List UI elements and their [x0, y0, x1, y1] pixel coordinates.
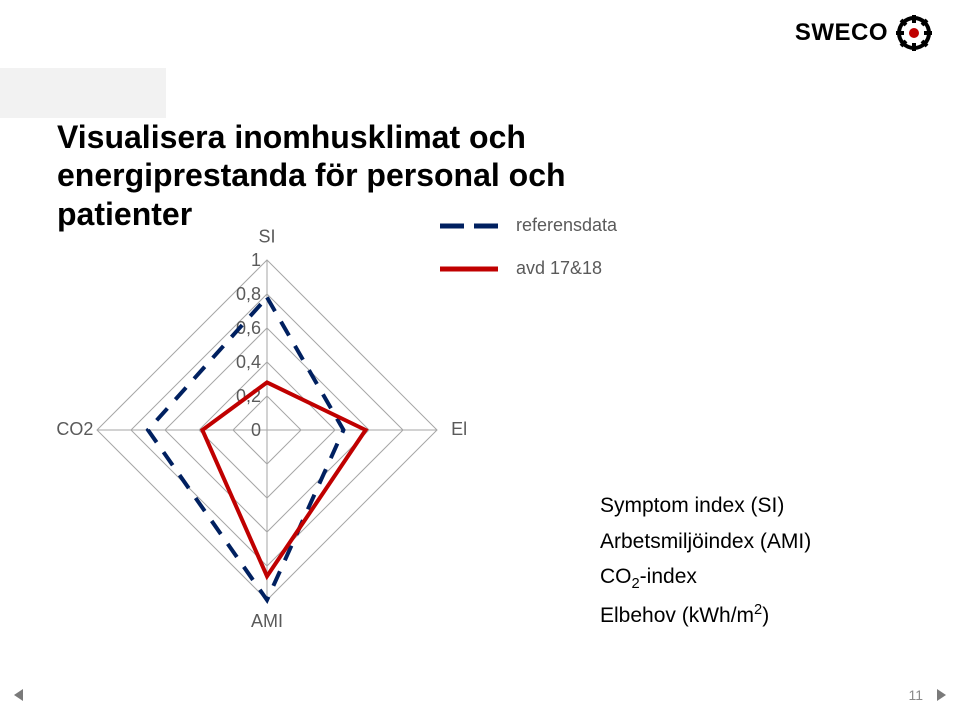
brand-name: SWECO: [795, 19, 888, 47]
legend-label: avd 17&18: [516, 258, 602, 279]
decorative-gray-box: [0, 68, 166, 118]
svg-text:1: 1: [251, 250, 261, 270]
description-item: Elbehov (kWh/m2): [600, 598, 900, 634]
svg-text:0: 0: [251, 420, 261, 440]
brand-logo: SWECO: [795, 12, 934, 54]
description-item: CO2-index: [600, 559, 900, 597]
legend-swatch-solid: [440, 259, 498, 279]
svg-text:0,4: 0,4: [236, 352, 261, 372]
next-slide-icon[interactable]: [937, 689, 946, 701]
legend-swatch-dashed: [440, 216, 498, 236]
legend-item: avd 17&18: [440, 258, 660, 279]
chart-legend: referensdata avd 17&18: [440, 215, 660, 301]
brand-mark-icon: [894, 13, 934, 53]
prev-slide-icon[interactable]: [14, 689, 23, 701]
slide: SWECO Visualisera inomhusklimat och ener…: [0, 0, 960, 715]
metric-descriptions: Symptom index (SI) Arbetsmiljöindex (AMI…: [600, 488, 900, 633]
svg-text:CO2: CO2: [57, 419, 93, 439]
svg-text:SI: SI: [258, 227, 275, 247]
title-line-1: Visualisera inomhusklimat och: [57, 119, 526, 155]
page-number: 11: [903, 687, 923, 703]
svg-text:0,8: 0,8: [236, 284, 261, 304]
svg-text:El: El: [451, 419, 467, 439]
legend-label: referensdata: [516, 215, 617, 236]
svg-text:AMI: AMI: [251, 611, 283, 631]
slide-footer: 11: [0, 681, 960, 715]
legend-item: referensdata: [440, 215, 660, 236]
description-item: Arbetsmiljöindex (AMI): [600, 524, 900, 560]
description-item: Symptom index (SI): [600, 488, 900, 524]
